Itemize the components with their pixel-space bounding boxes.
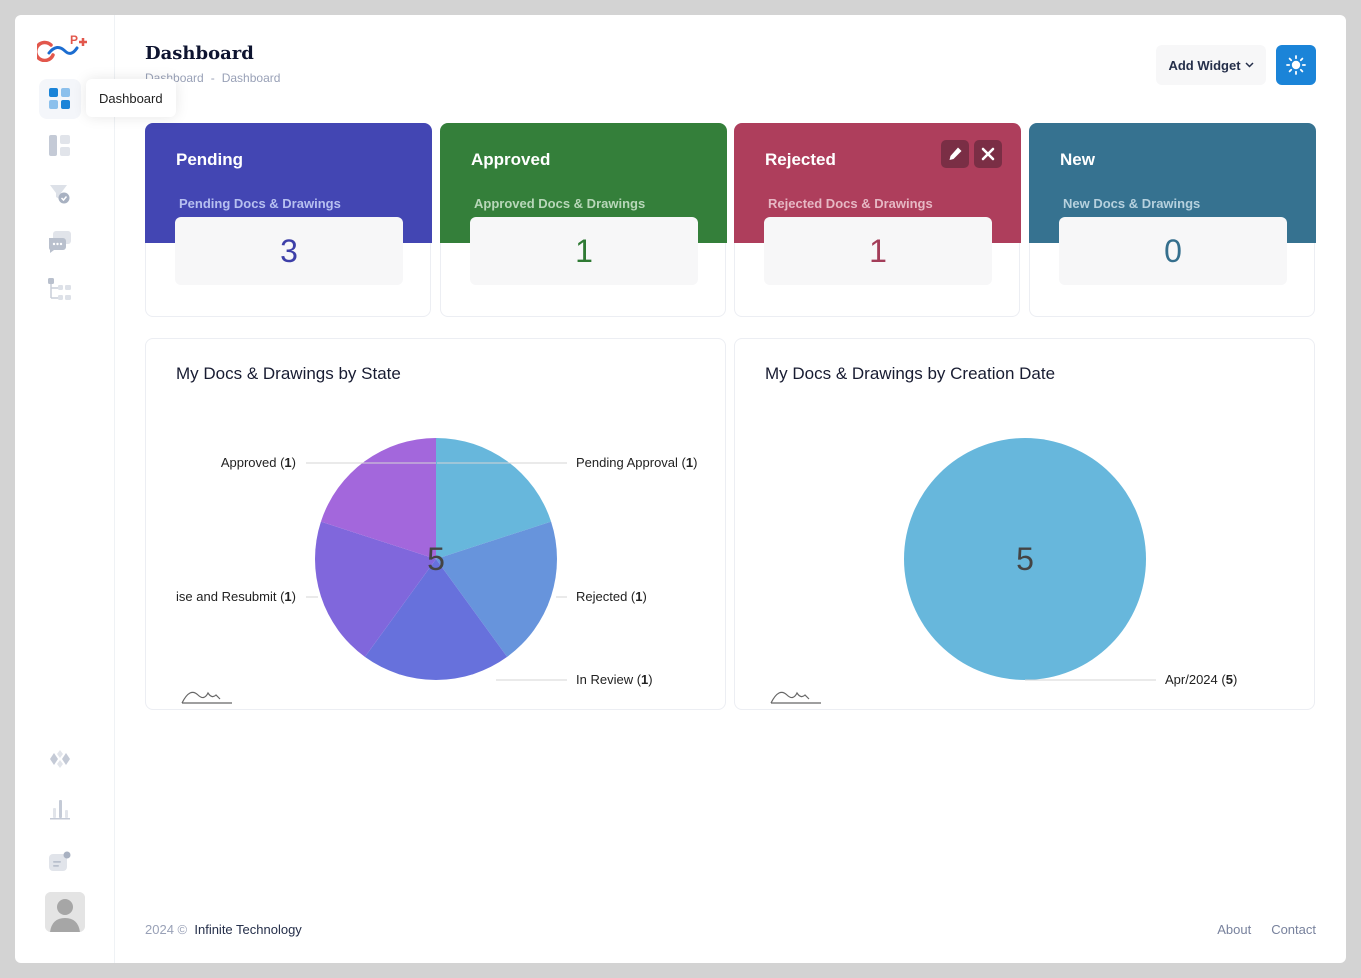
add-widget-label: Add Widget xyxy=(1168,57,1241,73)
footer-company-link[interactable]: Infinite Technology xyxy=(194,922,302,937)
notification-card-icon xyxy=(49,851,71,871)
sidebar-item-reports[interactable] xyxy=(39,789,81,829)
pie-label-rejected: Rejected (1) xyxy=(576,589,647,604)
sun-icon xyxy=(1286,55,1306,75)
pie-slice-rejected[interactable] xyxy=(436,521,557,657)
sidebar: P Dashboard xyxy=(15,15,176,963)
add-widget-button[interactable]: Add Widget xyxy=(1156,45,1266,85)
app-logo[interactable]: P xyxy=(37,32,93,62)
footer-about-link[interactable]: About xyxy=(1217,922,1252,937)
bar-chart-icon xyxy=(50,800,70,820)
remove-widget-button[interactable] xyxy=(974,140,1002,168)
diamond-cluster-icon xyxy=(50,750,70,768)
label-clip-mask xyxy=(146,579,176,619)
chart-brand-icon xyxy=(181,691,232,704)
stat-card-pending[interactable]: Pending Pending Docs & Drawings 3 xyxy=(145,123,432,317)
stat-card-title: Rejected xyxy=(765,150,836,169)
pie-slice-revise-and-resubmit[interactable] xyxy=(315,521,436,657)
user-silhouette-icon xyxy=(45,892,85,932)
footer-links: About Contact xyxy=(1217,922,1316,937)
main-content: Dashboard Dashboard - Dashboard Add Widg… xyxy=(145,15,1316,963)
stat-card-subtitle: Approved Docs & Drawings xyxy=(474,196,646,211)
stat-card-count: 1 xyxy=(470,217,698,285)
chart-card-by-state: My Docs & Drawings by State 5 Pending App… xyxy=(145,338,726,710)
chart-brand-icon xyxy=(770,691,821,704)
chart-card-by-creation-date: My Docs & Drawings by Creation Date 5 Apr… xyxy=(734,338,1315,710)
footer-copyright: 2024 © Infinite Technology xyxy=(145,922,302,937)
chart-title: My Docs & Drawings by Creation Date xyxy=(765,364,1056,383)
sidebar-item-admin[interactable] xyxy=(39,739,81,779)
footer-contact-link[interactable]: Contact xyxy=(1271,922,1316,937)
chat-icon xyxy=(49,231,71,253)
stat-card-count: 0 xyxy=(1059,217,1287,285)
breadcrumb-separator: - xyxy=(210,71,215,85)
pie-slice-in-review[interactable] xyxy=(364,559,508,680)
dashboard-grid-icon xyxy=(49,88,70,109)
card-actions xyxy=(941,140,1002,168)
pie-label-apr-2024: Apr/2024 (5) xyxy=(1165,672,1237,687)
pie-chart-by-creation-date: 5 Apr/2024 (5) xyxy=(770,438,1237,704)
pie-slice-apr-2024[interactable] xyxy=(904,438,1146,680)
stat-card-title: Pending xyxy=(176,150,244,169)
pie-center-total: 5 xyxy=(1016,541,1034,577)
footer-year: 2024 © xyxy=(145,922,188,937)
sidebar-item-hierarchy[interactable] xyxy=(39,270,81,310)
stat-card-title: Approved xyxy=(471,150,551,169)
pie-label-in-review: In Review (1) xyxy=(576,672,653,687)
app-window: P Dashboard xyxy=(15,15,1346,963)
footer: 2024 © Infinite Technology About Contact xyxy=(145,922,1316,940)
stat-card-subtitle: Pending Docs & Drawings xyxy=(179,196,341,211)
stat-card-new[interactable]: New New Docs & Drawings 0 xyxy=(1029,123,1316,317)
sidebar-tooltip: Dashboard xyxy=(86,79,176,117)
stat-card-count: 1 xyxy=(764,217,992,285)
sidebar-item-notifications[interactable] xyxy=(39,842,81,882)
breadcrumb: Dashboard - Dashboard xyxy=(145,71,280,85)
theme-toggle-button[interactable] xyxy=(1276,45,1316,85)
sidebar-item-dashboard[interactable] xyxy=(39,79,81,119)
pie-label-pending-approval: Pending Approval (1) xyxy=(576,455,697,470)
stat-card-subtitle: Rejected Docs & Drawings xyxy=(768,196,933,211)
layout-icon xyxy=(49,135,70,156)
close-icon xyxy=(981,147,995,161)
stat-card-title: New xyxy=(1060,150,1095,169)
svg-text:P: P xyxy=(70,33,78,47)
pie-chart-by-state: 5 Pending Approval (1) Rejected (1) In Revi… xyxy=(146,438,697,704)
stat-card-subtitle: New Docs & Drawings xyxy=(1063,196,1201,211)
stat-card-approved[interactable]: Approved Approved Docs & Drawings 1 xyxy=(440,123,727,317)
user-avatar[interactable] xyxy=(45,892,85,932)
sidebar-item-filter[interactable] xyxy=(39,174,81,214)
stat-card-count: 3 xyxy=(175,217,403,285)
filter-check-icon xyxy=(50,185,70,204)
edit-widget-button[interactable] xyxy=(941,140,969,168)
pie-center-total: 5 xyxy=(427,541,445,577)
pencil-icon xyxy=(949,147,962,160)
pie-label-revise-and-resubmit: Revise and Resubmit (1) xyxy=(153,589,296,604)
chevron-down-icon xyxy=(1245,62,1254,68)
breadcrumb-item-current: Dashboard xyxy=(221,71,281,85)
chart-title: My Docs & Drawings by State xyxy=(176,364,401,383)
tree-icon xyxy=(48,278,71,300)
sidebar-item-messages[interactable] xyxy=(39,222,81,262)
page-title: Dashboard xyxy=(145,43,254,64)
pie-slice-pending-approval[interactable] xyxy=(436,438,552,559)
stat-card-rejected[interactable]: Rejected Rejected Docs & Drawings 1 xyxy=(734,123,1021,317)
pie-slice-approved[interactable] xyxy=(320,438,436,559)
pie-label-approved: Approved (1) xyxy=(221,455,296,470)
sidebar-item-layout[interactable] xyxy=(39,126,81,166)
